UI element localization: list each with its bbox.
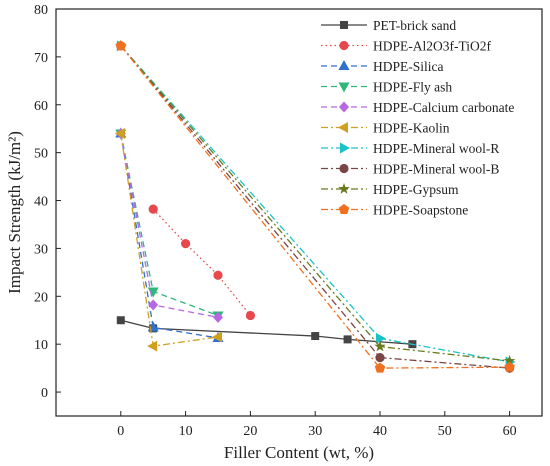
x-tick-label: 10 [179, 424, 193, 439]
y-tick-label: 40 [34, 195, 48, 210]
legend-item: HDPE-Kaolin [321, 121, 450, 136]
plot-frame [55, 8, 543, 417]
legend-label: HDPE-Calcium carbonate [373, 100, 514, 115]
series-10 [115, 40, 515, 373]
legend-label: HDPE-Soapstone [373, 203, 468, 218]
series-5 [115, 127, 223, 323]
legend-swatch-marker [338, 183, 350, 194]
x-tick-label: 0 [117, 424, 124, 439]
x-axis-title: Filler Content (wt, %) [224, 443, 374, 462]
y-axis-title: Impact Strength (kJ/m²) [5, 131, 24, 294]
data-point [181, 239, 191, 249]
legend-item: HDPE-Mineral wool-R [321, 141, 499, 156]
legend-swatch-marker [338, 60, 350, 70]
legend-label: HDPE-Mineral wool-R [373, 141, 499, 156]
data-point [374, 362, 386, 373]
data-point [245, 310, 255, 321]
series-line [120, 45, 510, 369]
data-point [504, 361, 515, 372]
data-point [213, 311, 223, 323]
data-point [213, 270, 223, 280]
y-tick-label: 70 [34, 51, 48, 66]
series-layer [114, 39, 516, 373]
legend-swatch-marker [340, 21, 348, 29]
y-tick-label: 50 [34, 147, 48, 162]
legend-label: PET-brick sand [373, 18, 456, 33]
y-tick-label: 60 [34, 99, 48, 114]
legend-item: HDPE-Gypsum [321, 182, 459, 197]
legend-item: HDPE-Al2O3f-TiO2f [321, 39, 492, 54]
series-line [120, 133, 219, 339]
legend-swatch-marker [338, 82, 350, 93]
legend-label: HDPE-Al2O3f-TiO2f [373, 39, 492, 54]
legend: PET-brick sand HDPE-Al2O3f-TiO2f HDPE-Sili… [321, 18, 514, 218]
legend-label: HDPE-Mineral wool-B [373, 162, 499, 177]
y-tick-label: 0 [41, 386, 48, 401]
y-tick-label: 10 [34, 338, 48, 353]
series-line [152, 208, 251, 316]
data-point [212, 331, 222, 343]
series-2 [148, 204, 255, 321]
y-tick-label: 20 [34, 290, 48, 305]
axes-layer: 0 10 20 30 40 50 60 0 10 20 30 40 50 60 70 80 [34, 3, 517, 439]
data-point [115, 40, 127, 51]
data-point [114, 127, 125, 139]
legend-swatch-marker [339, 163, 349, 174]
legend-item: HDPE-Silica [321, 59, 444, 74]
legend-item: HDPE-Fly ash [321, 80, 452, 95]
series-6 [114, 127, 222, 352]
data-point [311, 332, 320, 341]
x-tick-label: 20 [243, 424, 257, 439]
legend-item: HDPE-Soapstone [321, 203, 468, 218]
x-tick-label: 30 [308, 424, 322, 439]
legend-swatch-marker [338, 204, 350, 214]
data-point [147, 340, 158, 352]
legend-swatch-marker [339, 40, 349, 51]
legend-label: HDPE-Silica [373, 59, 444, 74]
legend-label: HDPE-Fly ash [373, 80, 452, 95]
y-tick-label: 80 [34, 3, 48, 18]
data-point [343, 335, 352, 344]
x-tick-label: 40 [373, 424, 387, 439]
legend-swatch-marker [340, 142, 350, 154]
data-point [503, 354, 516, 366]
legend-label: HDPE-Gypsum [373, 182, 459, 197]
x-tick-label: 50 [438, 424, 452, 439]
x-tick-label: 60 [503, 424, 517, 439]
legend-item: HDPE-Mineral wool-B [321, 162, 499, 177]
legend-swatch-marker [338, 122, 348, 133]
legend-item: HDPE-Calcium carbonate [321, 100, 514, 115]
legend-swatch-marker [339, 101, 349, 113]
y-tick-label: 30 [34, 242, 48, 257]
data-point [376, 332, 386, 344]
data-point [116, 316, 125, 325]
data-point [148, 299, 159, 311]
data-point [148, 204, 158, 214]
data-point [374, 340, 386, 352]
data-point [375, 352, 385, 363]
data-point [147, 287, 159, 298]
legend-item: PET-brick sand [321, 18, 456, 33]
legend-label: HDPE-Kaolin [373, 121, 450, 136]
